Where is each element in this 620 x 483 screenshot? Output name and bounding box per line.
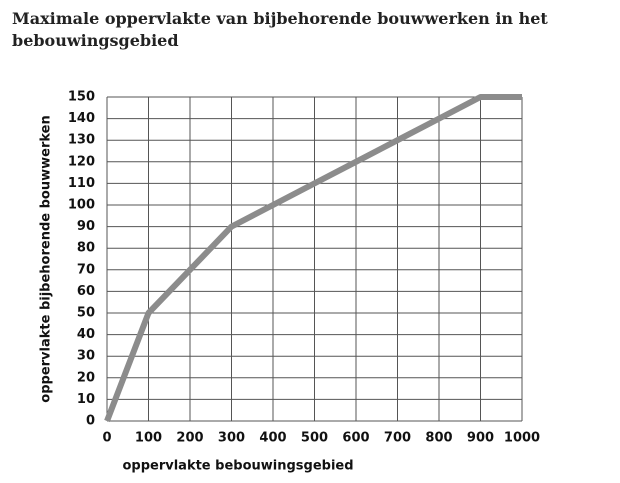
chart-title: Maximale oppervlakte van bijbehorende bo… (12, 9, 548, 50)
x-tick-label: 700 (384, 431, 411, 446)
x-tick-label: 400 (259, 431, 286, 446)
x-tick-label: 600 (342, 431, 369, 446)
x-axis-label: oppervlakte bebouwingsgebied (122, 459, 353, 474)
x-tick-label: 500 (301, 431, 328, 446)
x-tick-label: 800 (425, 431, 452, 446)
y-tick-label: 120 (68, 154, 95, 169)
x-tick-label: 200 (176, 431, 203, 446)
x-tick-label: 0 (102, 431, 111, 446)
y-tick-label: 10 (77, 392, 95, 407)
y-tick-label: 70 (77, 262, 95, 277)
y-tick-label: 140 (68, 111, 95, 126)
y-tick-label: 130 (68, 133, 95, 148)
y-tick-label: 0 (86, 414, 95, 429)
y-tick-label: 90 (77, 219, 95, 234)
x-tick-label: 1000 (504, 431, 540, 446)
y-tick-label: 100 (68, 198, 95, 213)
y-tick-label: 30 (77, 349, 95, 364)
x-tick-label: 300 (218, 431, 245, 446)
y-tick-label: 110 (68, 176, 95, 191)
x-tick-label: 100 (135, 431, 162, 446)
x-tick-label: 900 (467, 431, 494, 446)
y-tick-label: 150 (68, 90, 95, 105)
y-tick-label: 20 (77, 370, 95, 385)
y-tick-label: 50 (77, 306, 95, 321)
y-tick-label: 40 (77, 327, 95, 342)
y-tick-label: 80 (77, 241, 95, 256)
y-axis-label: oppervlakte bijbehorende bouwwerken (39, 115, 54, 402)
data-line (104, 94, 522, 423)
y-tick-label: 60 (77, 284, 95, 299)
